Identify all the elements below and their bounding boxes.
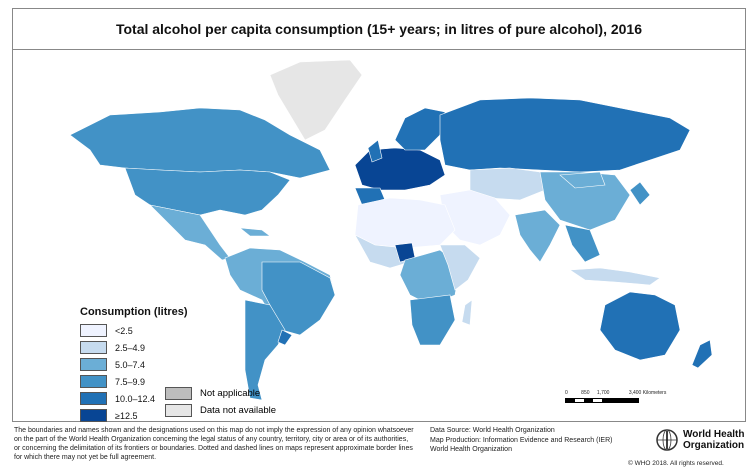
uk-ireland bbox=[367, 139, 383, 163]
source-org: World Health Organization bbox=[430, 446, 512, 453]
who-emblem-icon bbox=[656, 429, 678, 451]
east-africa bbox=[439, 244, 481, 291]
india bbox=[514, 209, 561, 263]
scale-tick: 3,400 Kilometers bbox=[628, 390, 667, 396]
indonesia bbox=[569, 267, 661, 286]
legend-item: 7.5–9.9 bbox=[80, 373, 188, 390]
map-title: Total alcohol per capita consumption (15… bbox=[115, 20, 643, 37]
brazil bbox=[261, 261, 336, 336]
legend-item: 2.5–4.9 bbox=[80, 339, 188, 356]
europe-west bbox=[354, 147, 446, 191]
legend-title: Consumption (litres) bbox=[80, 306, 188, 318]
canada bbox=[69, 107, 331, 179]
north-africa bbox=[354, 197, 456, 249]
legend-swatch bbox=[80, 324, 107, 337]
legend-label: 2.5–4.9 bbox=[115, 342, 146, 353]
southern-cone bbox=[244, 299, 286, 401]
legend-label: 5.0–7.4 bbox=[115, 359, 146, 370]
who-logo: World Health Organization bbox=[655, 428, 744, 452]
southeast-asia bbox=[564, 224, 601, 263]
source-info: Data Source: World Health Organization M… bbox=[430, 426, 612, 455]
logo-line1: World Health bbox=[683, 429, 745, 440]
russia bbox=[439, 97, 691, 173]
legend-swatch bbox=[165, 387, 192, 400]
legend-label: Data not available bbox=[200, 405, 277, 416]
madagascar bbox=[461, 299, 473, 326]
scale-tick: 1,700 bbox=[596, 390, 610, 396]
legend-swatch bbox=[165, 404, 192, 417]
copyright: © WHO 2018. All rights reserved. bbox=[628, 460, 724, 467]
legend: Consumption (litres) <2.5 2.5–4.9 5.0–7.4 7… bbox=[80, 306, 188, 424]
legend-no-data: Data not available bbox=[165, 404, 276, 417]
legend-swatch bbox=[80, 358, 107, 371]
legend-label: <2.5 bbox=[115, 325, 133, 336]
legend-item: ≥12.5 bbox=[80, 407, 188, 424]
map-frame bbox=[12, 8, 746, 422]
disclaimer: The boundaries and names shown and the d… bbox=[14, 427, 414, 461]
scale-tick: 0 bbox=[565, 390, 568, 396]
uruguay bbox=[277, 329, 293, 346]
australia bbox=[599, 291, 681, 361]
usa bbox=[124, 167, 291, 216]
legend-swatch bbox=[80, 409, 107, 422]
legend-label: 10.0–12.4 bbox=[115, 393, 156, 404]
scale-tick: 850 bbox=[581, 390, 590, 396]
title-bar: Total alcohol per capita consumption (15… bbox=[12, 8, 746, 50]
scale-bar-graphic bbox=[565, 398, 639, 403]
korea-japan bbox=[629, 181, 651, 206]
legend-item: 5.0–7.4 bbox=[80, 356, 188, 373]
legend-not-applicable: Not applicable bbox=[165, 387, 260, 400]
map-production: Map Production: Information Evidence and… bbox=[430, 436, 613, 444]
legend-label: Not applicable bbox=[200, 388, 261, 399]
mongolia bbox=[559, 171, 606, 189]
legend-swatch bbox=[80, 341, 107, 354]
world-map bbox=[69, 59, 713, 401]
greenland bbox=[269, 59, 363, 141]
scale-bar-legend: 0 850 1,700 3,400 Kilometers bbox=[565, 390, 666, 403]
legend-label: ≥12.5 bbox=[115, 410, 138, 421]
southern-africa bbox=[409, 294, 456, 346]
mexico-central-america bbox=[149, 204, 231, 261]
legend-label: 7.5–9.9 bbox=[115, 376, 146, 387]
legend-item: <2.5 bbox=[80, 322, 188, 339]
legend-item: 10.0–12.4 bbox=[80, 390, 188, 407]
scandinavia bbox=[394, 107, 446, 151]
logo-line2: Organization bbox=[683, 440, 745, 451]
caribbean bbox=[239, 227, 271, 237]
data-source: Data Source: World Health Organization bbox=[430, 427, 555, 434]
legend-swatch bbox=[80, 375, 107, 388]
legend-swatch bbox=[80, 392, 107, 405]
new-zealand bbox=[691, 339, 713, 369]
